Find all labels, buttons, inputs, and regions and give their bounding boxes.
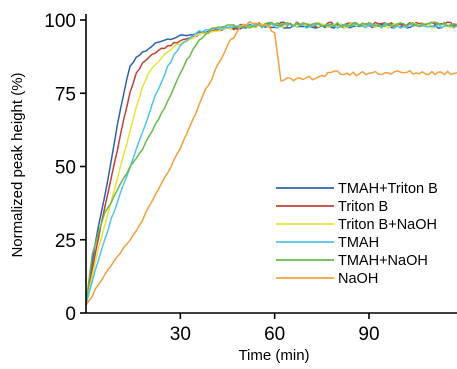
series-line-tmah (85, 22, 457, 305)
legend-label: Triton B (338, 199, 388, 215)
legend-label: TMAH+Triton B (338, 181, 438, 197)
legend-label: TMAH+NaOH (338, 253, 428, 269)
y-axis-title: Normalized peak height (%) (9, 72, 26, 257)
y-tick-label: 50 (55, 158, 76, 179)
x-tick-label: 60 (264, 324, 285, 345)
legend-label: TMAH (338, 235, 379, 251)
y-tick-label: 75 (55, 84, 76, 105)
ticks: 0 25 50 75 100 30 60 90 (44, 11, 379, 345)
series-line-tmah-naoh (85, 21, 457, 305)
legend: TMAH+Triton B Triton B Triton B+NaOH TMAH TM… (276, 181, 438, 287)
axes (85, 14, 457, 314)
x-axis-title: Time (min) (238, 347, 309, 364)
y-tick-label: 100 (44, 11, 76, 32)
y-tick-label: 0 (65, 304, 76, 325)
x-tick-label: 30 (170, 324, 191, 345)
series-line-naoh (85, 21, 457, 306)
legend-label: Triton B+NaOH (338, 217, 437, 233)
legend-label: NaOH (338, 271, 378, 287)
plot-lines (85, 21, 457, 306)
y-tick-label: 25 (55, 231, 76, 252)
x-tick-label: 90 (358, 324, 379, 345)
